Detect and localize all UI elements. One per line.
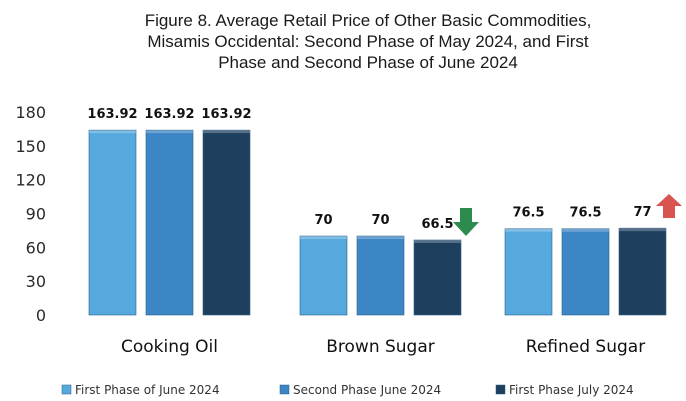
legend-swatch	[61, 384, 72, 395]
y-axis: 0 30 60 90 120 150 180	[15, 103, 46, 325]
category-label: Brown Sugar	[326, 337, 435, 357]
legend: First Phase of June 2024 Second Phase Jun…	[61, 383, 634, 397]
bar-brown-sugar-series-3	[413, 239, 462, 316]
chart-title-line: Phase and Second Phase of June 2024	[218, 53, 518, 72]
bar-cooking-oil-series-2	[145, 129, 194, 316]
data-labels: 163.92 163.92 163.92 70 70 66.5 76.5 76.5 77	[87, 107, 651, 232]
legend-swatch	[279, 384, 290, 395]
legend-label: Second Phase June 2024	[293, 383, 441, 397]
bar-highlight	[414, 240, 461, 244]
bar-cooking-oil-series-3	[202, 129, 251, 316]
data-label: 70	[371, 213, 389, 228]
y-tick-label: 30	[26, 272, 46, 291]
bar-highlight	[505, 228, 552, 232]
bar-brown-sugar-series-1	[299, 235, 348, 316]
y-tick-label: 180	[15, 103, 46, 122]
bar-brown-sugar-series-2	[356, 235, 405, 316]
data-label: 70	[314, 213, 332, 228]
data-label: 163.92	[87, 107, 137, 122]
legend-label: First Phase July 2024	[509, 383, 634, 397]
chart-title: Figure 8. Average Retail Price of Other …	[145, 11, 592, 72]
y-tick-label: 120	[15, 171, 46, 190]
legend-swatch	[495, 384, 506, 395]
category-label: Refined Sugar	[526, 337, 645, 357]
annotations	[453, 194, 682, 236]
chart-title-line: Figure 8. Average Retail Price of Other …	[145, 11, 592, 30]
chart-title-line: Misamis Occidental: Second Phase of May …	[147, 32, 589, 51]
data-label: 77	[633, 205, 651, 220]
category-label: Cooking Oil	[121, 337, 218, 357]
data-label: 163.92	[144, 107, 194, 122]
data-label: 163.92	[201, 107, 251, 122]
down-arrow-icon	[453, 208, 479, 236]
legend-label: First Phase of June 2024	[75, 383, 220, 397]
y-tick-label: 60	[26, 238, 46, 257]
y-tick-label: 0	[36, 306, 46, 325]
up-arrow-icon	[656, 194, 682, 218]
y-tick-label: 90	[26, 205, 46, 224]
bar-highlight	[357, 236, 404, 240]
data-label: 66.5	[421, 217, 453, 232]
data-label: 76.5	[569, 206, 601, 221]
y-tick-label: 150	[15, 137, 46, 156]
bar-refined-sugar-series-1	[504, 228, 553, 316]
bar-highlight	[619, 228, 666, 232]
bar-refined-sugar-series-2	[561, 228, 610, 316]
data-label: 76.5	[512, 206, 544, 221]
bar-highlight	[203, 130, 250, 134]
bar-highlight	[300, 236, 347, 240]
bar-refined-sugar-series-3	[618, 227, 667, 316]
bar-cooking-oil-series-1	[88, 129, 137, 316]
bar-highlight	[562, 228, 609, 232]
bar-highlight	[89, 130, 136, 134]
bars	[88, 129, 667, 316]
x-axis: Cooking Oil Brown Sugar Refined Sugar	[121, 337, 645, 357]
bar-highlight	[146, 130, 193, 134]
